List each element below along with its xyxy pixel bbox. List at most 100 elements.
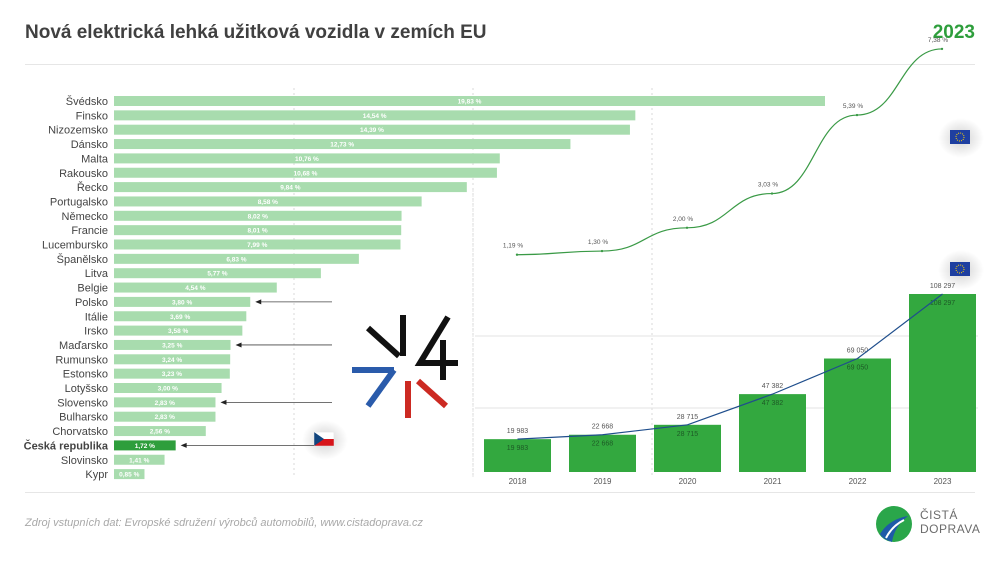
column-value-label: 69 050	[847, 365, 869, 372]
bar-value-label: 0,85 %	[119, 472, 139, 479]
share-value-label: 1,30 %	[588, 239, 608, 246]
country-bar	[114, 253, 359, 264]
country-label: Maďarsko	[59, 340, 108, 352]
year-column	[484, 439, 551, 472]
bar-value-label: 5,77 %	[207, 271, 227, 278]
bar-value-label: 2,56 %	[150, 429, 170, 436]
bar-value-label: 8,58 %	[258, 199, 278, 206]
country-label: Itálie	[85, 311, 108, 323]
country-bar	[114, 110, 636, 121]
country-bar	[114, 383, 222, 393]
country-bar	[114, 469, 145, 480]
cista-doprava-logo-icon	[876, 506, 912, 542]
country-bar	[114, 411, 216, 422]
country-bar	[114, 139, 571, 150]
country-bar	[114, 426, 206, 437]
country-bar	[114, 153, 500, 164]
country-label: Francie	[71, 225, 108, 237]
share-point	[600, 249, 604, 253]
bar-value-label: 3,69 %	[170, 314, 190, 321]
pointer-arrowhead	[220, 399, 227, 405]
bar-value-label: 2,83 %	[155, 414, 175, 421]
country-label: Rumunsko	[55, 354, 108, 366]
share-value-label: 1,19 %	[503, 243, 523, 250]
country-label: Dánsko	[71, 139, 108, 151]
bar-value-label: 3,58 %	[168, 328, 188, 335]
country-label: Finsko	[76, 110, 108, 122]
country-bar	[114, 196, 422, 207]
column-value-label: 28 715	[677, 414, 699, 421]
bar-value-label: 8,01 %	[247, 228, 267, 235]
eu-flag-icon	[950, 262, 970, 276]
pointer-arrowhead	[255, 299, 262, 305]
column-value-label: 19 983	[507, 445, 529, 452]
country-label: Slovensko	[57, 397, 108, 409]
page-title: Nová elektrická lehká užitková vozidla v…	[25, 22, 487, 43]
year-tick-label: 2018	[509, 477, 527, 486]
count-trend-line	[517, 293, 943, 440]
bar-value-label: 6,83 %	[226, 256, 246, 263]
country-bar	[114, 268, 321, 279]
bar-value-label: 14,54 %	[363, 113, 387, 120]
column-value-label: 108 297	[930, 283, 955, 290]
country-bar	[114, 124, 630, 135]
country-label: Estonsko	[63, 369, 108, 381]
country-label: Bulharsko	[59, 412, 108, 424]
bar-value-label: 8,02 %	[248, 213, 268, 220]
country-label: Kypr	[85, 469, 108, 481]
country-bar	[114, 397, 216, 408]
bar-value-label: 1,41 %	[129, 457, 149, 464]
pointer-arrowhead	[235, 342, 242, 348]
bar-value-label: 3,23 %	[162, 371, 182, 378]
share-value-label: 5,39 %	[843, 103, 863, 110]
year-column	[909, 294, 976, 472]
bar-value-label: 1,72 %	[135, 443, 155, 450]
share-point	[940, 47, 944, 51]
country-label: Lotyšsko	[65, 383, 108, 395]
country-bar-chart: Švédsko 19,83 % Finsko 14,54 % Nizozemsko 14,…	[24, 88, 825, 481]
bar-value-label: 7,99 %	[247, 242, 267, 249]
country-bar	[114, 96, 825, 106]
country-label: Malta	[81, 153, 109, 165]
share-value-label: 7,38 %	[928, 37, 948, 44]
country-label: Nizozemsko	[48, 125, 108, 137]
logo-line1: ČISTÁ	[920, 508, 958, 522]
country-label: Řecko	[77, 181, 108, 194]
country-bar	[114, 311, 247, 322]
bar-value-label: 19,83 %	[458, 99, 482, 106]
country-label: Rakousko	[59, 168, 108, 180]
country-bar	[114, 440, 176, 451]
year-column	[739, 394, 806, 472]
bar-value-label: 2,83 %	[155, 400, 175, 407]
share-point	[685, 226, 689, 229]
bar-value-label: 9,84 %	[280, 185, 300, 192]
column-value-label: 19 983	[507, 428, 529, 435]
country-label: Lucembursko	[42, 240, 108, 252]
year-tick-label: 2019	[594, 477, 612, 486]
column-value-label: 47 382	[762, 383, 784, 390]
share-point	[515, 253, 519, 256]
country-bar	[114, 167, 497, 178]
share-line-chart: 1,19 % 1,30 % 2,00 % 3,03 % 5,39 % 7,38 %	[503, 37, 948, 256]
column-value-label: 28 715	[677, 431, 699, 438]
share-line	[516, 48, 943, 256]
column-value-label: 47 382	[762, 400, 784, 407]
bar-value-label: 12,73 %	[330, 142, 354, 149]
bar-value-label: 14,39 %	[360, 127, 384, 134]
country-bar	[114, 454, 165, 465]
cista-doprava-logo[interactable]: ČISTÁ DOPRAVA	[874, 504, 984, 544]
country-label: Německo	[62, 211, 108, 223]
country-bar	[114, 296, 251, 307]
year-tick-label: 2021	[764, 477, 782, 486]
bottom-divider	[25, 492, 975, 493]
year-column	[654, 424, 721, 472]
country-label: Portugalsko	[50, 196, 108, 208]
country-bar	[114, 225, 402, 236]
column-value-label: 22 668	[592, 424, 614, 431]
yearly-column-chart: 19 983 19 983 2018 22 668 22 668 2019 28 715 28…	[472, 190, 978, 486]
pointer-arrowhead	[180, 442, 187, 448]
czech-flag-icon	[314, 432, 334, 446]
bar-value-label: 3,25 %	[162, 342, 182, 349]
column-value-label: 108 297	[930, 300, 955, 307]
